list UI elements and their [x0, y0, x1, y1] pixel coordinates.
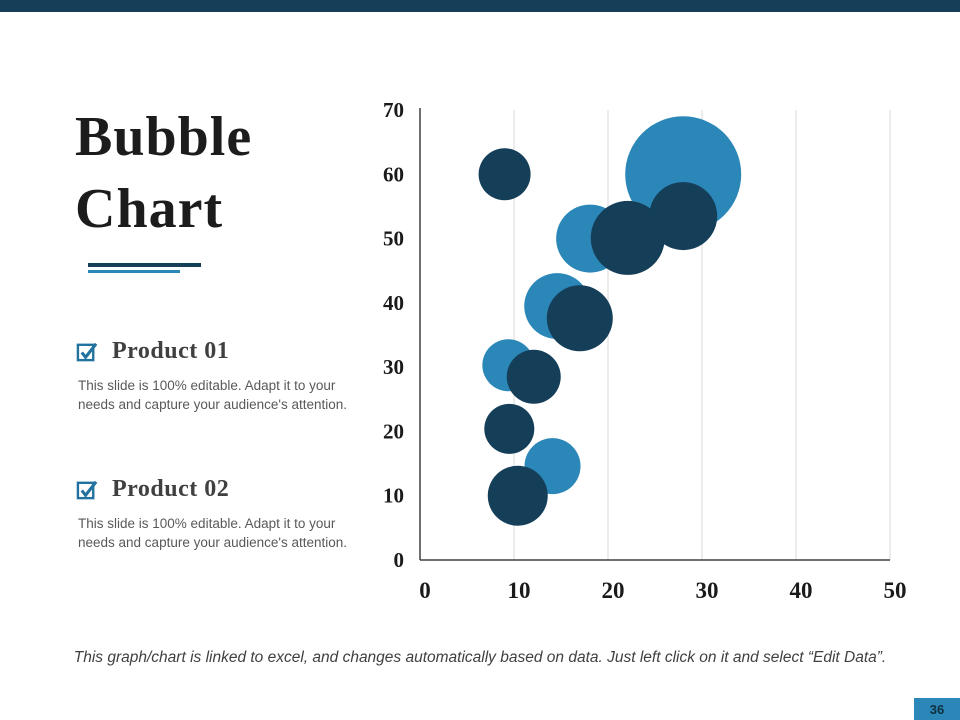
bubble-chart[interactable]: 0 10 20 30 40 50 60 70 0 10 20 30 40 50 [368, 95, 918, 620]
y-tick-label: 0 [394, 548, 405, 572]
x-tick-label: 10 [508, 578, 531, 603]
y-tick-label: 50 [383, 227, 404, 251]
footer-note: This graph/chart is linked to excel, and… [73, 649, 887, 666]
title-underline [88, 263, 201, 273]
product-01-label: Product 01 [112, 338, 230, 364]
checked-checkbox-icon[interactable] [76, 340, 99, 363]
bubble-product-01[interactable] [590, 200, 665, 275]
bubble-product-01[interactable] [546, 285, 613, 352]
bubble-product-01[interactable] [478, 148, 531, 201]
product-02-header: Product 02 [76, 476, 376, 503]
page-title-line2: Chart [75, 177, 224, 240]
x-tick-label: 50 [884, 578, 907, 603]
product-02-label: Product 02 [112, 476, 230, 502]
y-tick-label: 20 [383, 419, 404, 443]
title-underline-dark [88, 263, 201, 267]
bubble-product-01[interactable] [487, 465, 548, 526]
x-tick-label: 40 [790, 578, 813, 603]
product-01-header: Product 01 [76, 338, 376, 365]
bubble-chart-svg[interactable]: 0 10 20 30 40 50 60 70 0 10 20 30 40 50 [368, 95, 918, 620]
product-02-section: Product 02 This slide is 100% editable. … [76, 476, 376, 552]
x-tick-label: 20 [602, 578, 625, 603]
bubble-product-01[interactable] [484, 403, 535, 454]
product-01-description: This slide is 100% editable. Adapt it to… [78, 378, 348, 413]
product-01-section: Product 01 This slide is 100% editable. … [76, 338, 376, 414]
product-02-description: This slide is 100% editable. Adapt it to… [78, 516, 348, 551]
y-tick-label: 60 [383, 162, 404, 186]
y-tick-label: 10 [383, 484, 404, 508]
page-number-badge: 36 [914, 698, 960, 720]
bubble-product-01[interactable] [649, 182, 718, 251]
y-tick-label: 70 [383, 98, 404, 122]
top-accent-bar [0, 0, 960, 12]
page-title-line1: Bubble [75, 106, 253, 168]
x-tick-label: 30 [696, 578, 719, 603]
y-tick-label: 30 [383, 355, 404, 379]
x-tick-label: 0 [419, 578, 431, 603]
title-underline-light [88, 270, 180, 273]
checked-checkbox-icon[interactable] [76, 478, 99, 501]
y-tick-label: 40 [383, 291, 404, 315]
page-title: Bubble Chart [75, 102, 252, 245]
bubble-product-01[interactable] [506, 349, 561, 404]
page-number: 36 [929, 701, 945, 717]
